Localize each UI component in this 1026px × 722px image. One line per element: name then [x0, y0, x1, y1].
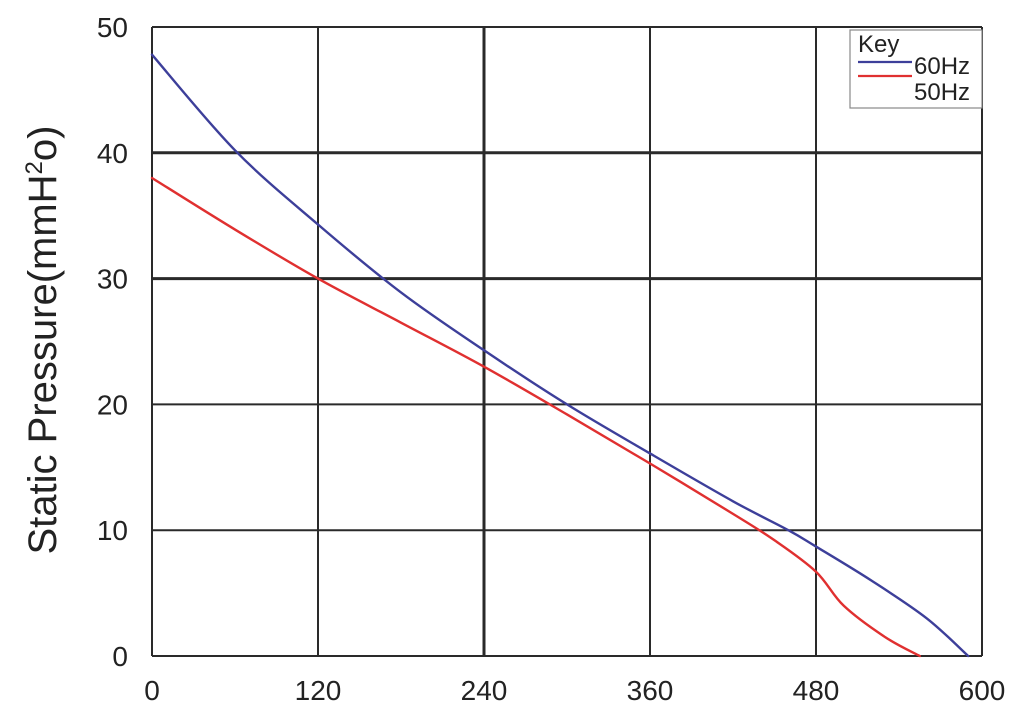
- legend-label-50hz: 50Hz: [914, 79, 970, 106]
- x-tick-label-600: 600: [959, 675, 1006, 706]
- series-line-50hz: [150, 176, 921, 658]
- y-axis-label-main: Static Pressure(mmH: [21, 174, 65, 554]
- legend-box: [849, 29, 983, 109]
- x-tick-label-360: 360: [627, 675, 674, 706]
- y-tick-label-50: 50: [97, 12, 128, 43]
- y-axis-label-superscript: 2: [21, 161, 48, 174]
- y-tick-label-0: 0: [112, 641, 128, 672]
- series-layer: [150, 53, 970, 658]
- grid-layer: [151, 26, 983, 657]
- y-axis-label: Static Pressure(mmH2o): [21, 126, 65, 555]
- x-tick-label-240: 240: [461, 675, 508, 706]
- y-axis-label-tail: o): [21, 126, 65, 162]
- x-tick-labels: 0 120 240 360 480 600: [144, 675, 1005, 706]
- legend-label-60hz: 60Hz: [914, 53, 970, 80]
- legend: Key 60Hz 50Hz: [849, 29, 983, 109]
- legend-title: Key: [858, 31, 899, 58]
- x-tick-label-120: 120: [295, 675, 342, 706]
- x-tick-label-0: 0: [144, 675, 160, 706]
- series-line-60hz: [150, 53, 970, 658]
- y-tick-label-30: 30: [97, 264, 128, 295]
- x-tick-label-480: 480: [793, 675, 840, 706]
- y-tick-label-40: 40: [97, 138, 128, 169]
- y-tick-label-10: 10: [97, 515, 128, 546]
- y-tick-labels: 0 10 20 30 40 50: [97, 12, 128, 672]
- y-tick-label-20: 20: [97, 389, 128, 420]
